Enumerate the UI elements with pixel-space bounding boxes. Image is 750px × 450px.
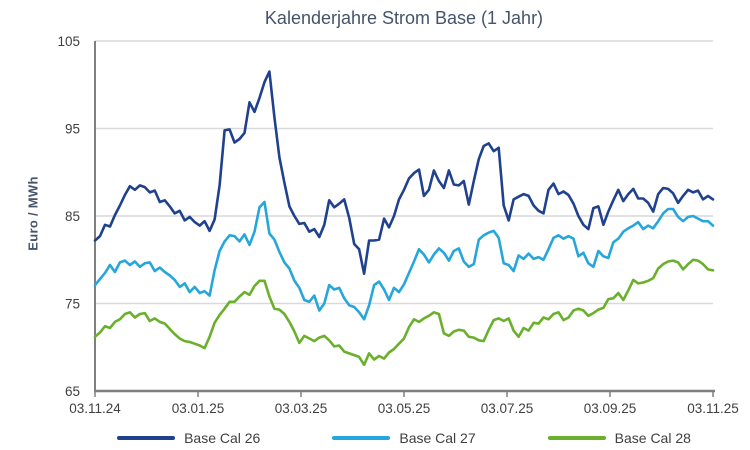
x-tick-label: 03.01.25 xyxy=(172,401,225,416)
x-tick-label: 03.11.24 xyxy=(69,401,121,416)
legend-label: Base Cal 27 xyxy=(399,430,476,446)
gridlines xyxy=(95,40,713,305)
chart-title: Kalenderjahre Strom Base (1 Jahr) xyxy=(264,8,544,28)
y-tick-labels: 105 95 85 75 65 xyxy=(57,34,80,399)
legend-swatch xyxy=(332,435,391,441)
y-tick-label: 105 xyxy=(57,34,80,49)
series-line-base-cal-27 xyxy=(93,200,715,321)
series-line-base-cal-28 xyxy=(93,258,715,367)
legend-item-base-cal-26: Base Cal 26 xyxy=(117,430,260,446)
y-tick-label: 65 xyxy=(65,384,80,399)
legend-label: Base Cal 28 xyxy=(614,430,691,446)
x-tick-label: 03.09.25 xyxy=(584,401,637,416)
y-tick-label: 95 xyxy=(65,122,80,137)
x-tick-label: 03.11.25 xyxy=(687,401,739,416)
series-line-base-cal-26 xyxy=(93,70,715,276)
legend-swatch xyxy=(117,435,176,441)
legend-item-base-cal-28: Base Cal 28 xyxy=(547,430,691,446)
y-axis-title: Euro / MWh xyxy=(25,176,41,251)
x-tick-label: 03.03.25 xyxy=(275,401,328,416)
series-lines xyxy=(93,70,715,367)
legend-item-base-cal-27: Base Cal 27 xyxy=(332,430,476,446)
y-tick-label: 85 xyxy=(65,209,80,224)
axes xyxy=(94,41,715,397)
x-tick-labels: 03.11.24 03.01.25 03.03.25 03.05.25 03.07.25… xyxy=(69,401,739,416)
y-tick-label: 75 xyxy=(65,297,80,312)
legend-label: Base Cal 26 xyxy=(184,430,261,446)
x-tick-label: 03.07.25 xyxy=(481,401,534,416)
x-tick-label: 03.05.25 xyxy=(378,401,431,416)
legend: Base Cal 26 Base Cal 27 Base Cal 28 xyxy=(95,430,713,446)
legend-swatch xyxy=(547,435,606,441)
